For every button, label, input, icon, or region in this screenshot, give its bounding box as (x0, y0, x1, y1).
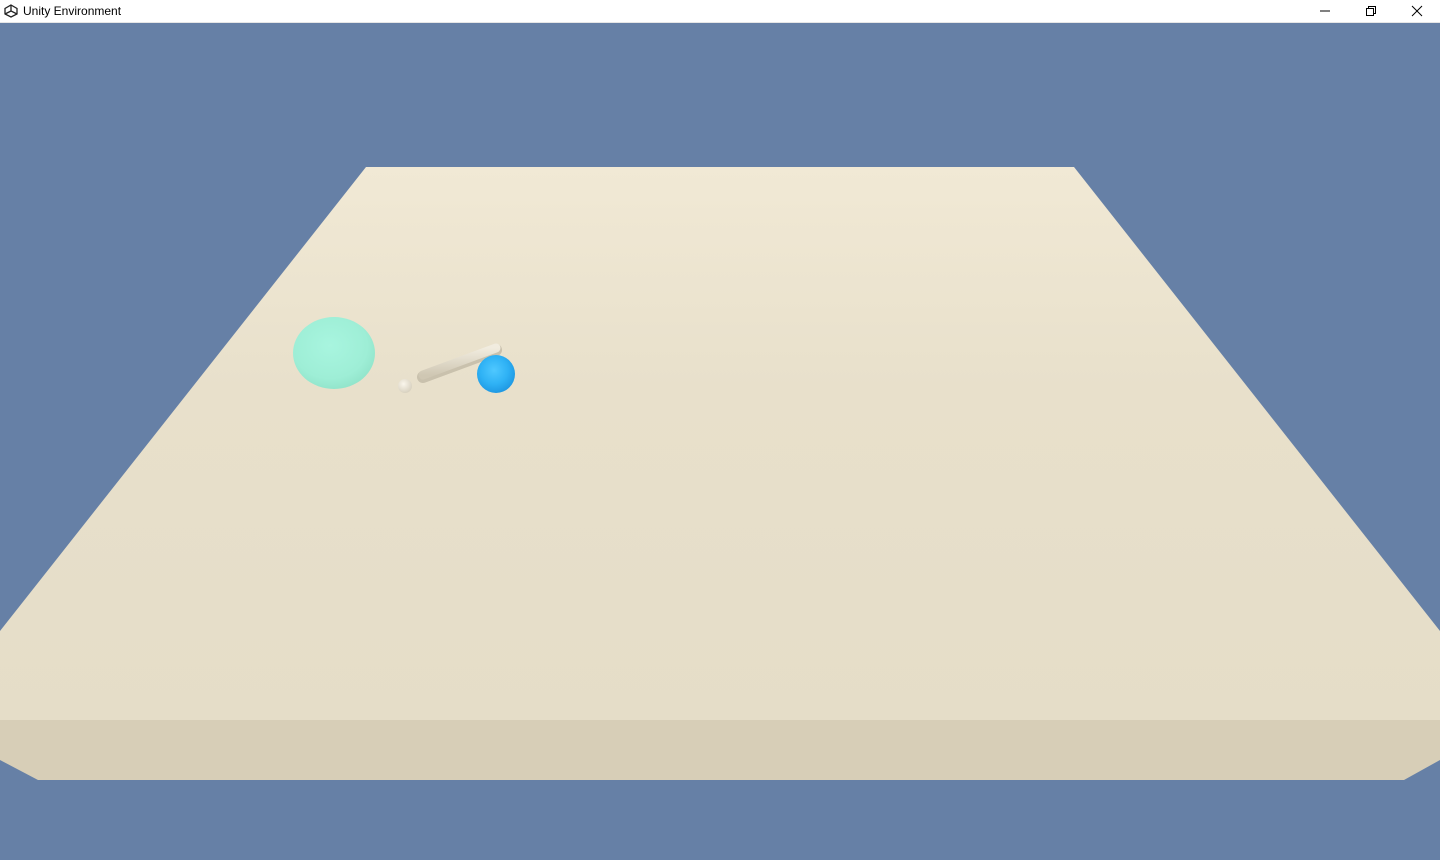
title-bar[interactable]: Unity Environment (0, 0, 1440, 23)
arm-base (398, 379, 412, 393)
scene-canvas (0, 23, 1440, 860)
unity-logo-icon (4, 4, 18, 18)
minimize-button[interactable] (1302, 0, 1348, 22)
floor-front (0, 720, 1440, 780)
floor-top (0, 167, 1440, 720)
window-title: Unity Environment (23, 4, 121, 18)
close-icon (1411, 5, 1423, 17)
window-controls (1302, 0, 1440, 22)
minimize-icon (1319, 5, 1331, 17)
restore-icon (1365, 5, 1377, 17)
target-sphere (293, 317, 375, 389)
game-viewport[interactable] (0, 23, 1440, 860)
restore-button[interactable] (1348, 0, 1394, 22)
close-button[interactable] (1394, 0, 1440, 22)
effector-sphere (477, 355, 515, 393)
